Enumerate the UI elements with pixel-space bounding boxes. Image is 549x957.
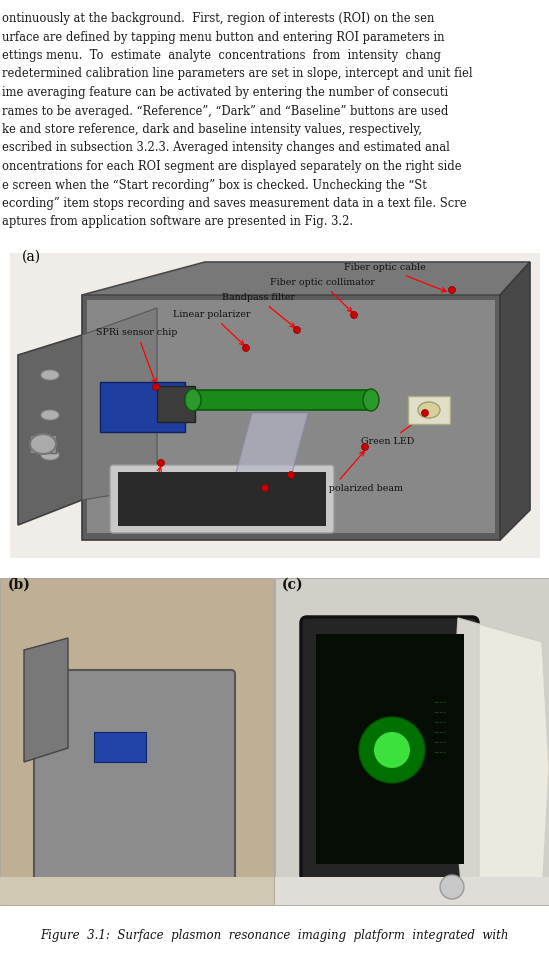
Text: External lens: External lens xyxy=(120,467,184,497)
Bar xyxy=(10,253,540,558)
Text: (c): (c) xyxy=(282,578,304,592)
Polygon shape xyxy=(500,262,530,540)
Text: Collimated & polarized beam: Collimated & polarized beam xyxy=(261,451,402,493)
Text: ----: ---- xyxy=(433,720,446,725)
Circle shape xyxy=(243,345,249,351)
Circle shape xyxy=(361,443,368,451)
Text: ecording” item stops recording and saves measurement data in a text file. Scre: ecording” item stops recording and saves… xyxy=(2,197,467,210)
Text: Fiber optic cable: Fiber optic cable xyxy=(344,263,446,292)
Text: ----: ---- xyxy=(433,700,446,705)
Ellipse shape xyxy=(30,434,56,454)
Bar xyxy=(30,435,56,453)
Bar xyxy=(275,578,549,905)
Text: ime averaging feature can be activated by entering the number of consecuti: ime averaging feature can be activated b… xyxy=(2,86,448,99)
Circle shape xyxy=(449,286,456,294)
Text: ke and store reference, dark and baseline intensity values, respectively,: ke and store reference, dark and baselin… xyxy=(2,123,422,136)
Circle shape xyxy=(440,875,464,899)
Bar xyxy=(100,382,185,432)
Text: escribed in subsection 3.2.3. Averaged intensity changes and estimated anal: escribed in subsection 3.2.3. Averaged i… xyxy=(2,142,450,154)
Polygon shape xyxy=(82,262,530,295)
Circle shape xyxy=(350,311,357,319)
Circle shape xyxy=(153,384,160,390)
Text: ----: ---- xyxy=(433,750,446,755)
Bar xyxy=(157,386,195,422)
Bar xyxy=(275,877,549,905)
Bar xyxy=(94,732,146,762)
Text: e screen when the “Start recording” box is checked. Unchecking the “St: e screen when the “Start recording” box … xyxy=(2,179,427,191)
Text: Green LED: Green LED xyxy=(361,416,424,446)
Circle shape xyxy=(359,717,425,783)
Bar xyxy=(0,877,274,905)
Polygon shape xyxy=(450,618,549,898)
Circle shape xyxy=(288,472,294,478)
Polygon shape xyxy=(82,308,157,500)
Text: Smartphone camera: Smartphone camera xyxy=(173,491,271,517)
Text: aptures from application software are presented in Fig. 3.2.: aptures from application software are pr… xyxy=(2,215,353,229)
FancyBboxPatch shape xyxy=(110,465,334,533)
Text: ----: ---- xyxy=(433,730,446,735)
Text: SPRi sensor chip: SPRi sensor chip xyxy=(96,328,178,383)
Ellipse shape xyxy=(363,389,379,411)
Text: rames to be averaged. “Reference”, “Dark” and “Baseline” buttons are used: rames to be averaged. “Reference”, “Dark… xyxy=(2,104,449,118)
Text: ----: ---- xyxy=(433,710,446,715)
Text: oncentrations for each ROI segment are displayed separately on the right side: oncentrations for each ROI segment are d… xyxy=(2,160,462,173)
Text: (b): (b) xyxy=(8,578,31,592)
Bar xyxy=(118,472,326,526)
Text: ettings menu.  To  estimate  analyte  concentrations  from  intensity  chang: ettings menu. To estimate analyte concen… xyxy=(2,49,441,62)
Ellipse shape xyxy=(418,402,440,418)
Bar xyxy=(87,300,495,533)
Polygon shape xyxy=(18,335,82,525)
Text: redetermined calibration line parameters are set in slope, intercept and unit fi: redetermined calibration line parameters… xyxy=(2,68,473,80)
Bar xyxy=(193,390,371,410)
Polygon shape xyxy=(82,295,500,540)
Ellipse shape xyxy=(185,389,201,411)
FancyBboxPatch shape xyxy=(301,617,478,884)
Polygon shape xyxy=(24,638,68,762)
Circle shape xyxy=(374,732,410,768)
Circle shape xyxy=(261,484,268,492)
Bar xyxy=(408,396,450,424)
Ellipse shape xyxy=(41,410,59,420)
Circle shape xyxy=(158,459,165,466)
Text: Beamsplitter plate: Beamsplitter plate xyxy=(233,479,323,507)
Ellipse shape xyxy=(41,370,59,380)
Text: ----: ---- xyxy=(433,740,446,745)
Text: Fiber optic collimator: Fiber optic collimator xyxy=(270,278,374,312)
Text: Figure  3.1:  Surface  plasmon  resonance  imaging  platform  integrated  with: Figure 3.1: Surface plasmon resonance im… xyxy=(40,929,508,942)
Polygon shape xyxy=(232,413,308,488)
Circle shape xyxy=(422,410,429,416)
Ellipse shape xyxy=(41,450,59,460)
FancyBboxPatch shape xyxy=(34,670,235,886)
Bar xyxy=(0,578,274,905)
Text: Linear polarizer: Linear polarizer xyxy=(173,310,251,345)
Text: urface are defined by tapping menu button and entering ROI parameters in: urface are defined by tapping menu butto… xyxy=(2,31,445,43)
Bar xyxy=(316,634,464,864)
Text: Bandpass filter: Bandpass filter xyxy=(222,293,295,327)
Text: ontinuously at the background.  First, region of interests (ROI) on the sen: ontinuously at the background. First, re… xyxy=(2,12,434,25)
Circle shape xyxy=(294,326,300,333)
Text: (a): (a) xyxy=(22,250,41,264)
